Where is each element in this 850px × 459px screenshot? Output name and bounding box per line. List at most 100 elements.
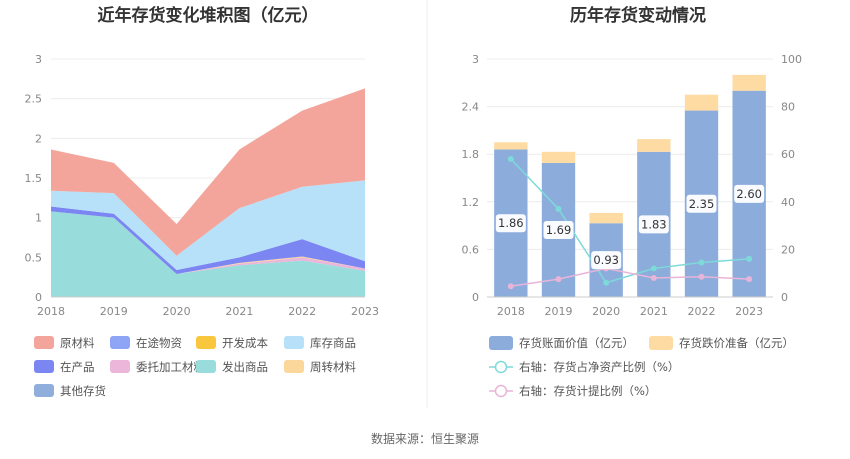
line-series	[510, 158, 750, 284]
legend-label: 在产品	[60, 360, 95, 374]
legend-label: 在途物资	[136, 336, 182, 350]
legend-label: 原材料	[60, 336, 95, 350]
legend-swatch	[489, 336, 513, 350]
y-tick-label: 1.5	[25, 172, 43, 185]
line-point	[698, 273, 705, 280]
line-point	[650, 265, 657, 272]
legend-label: 库存商品	[310, 336, 356, 350]
area-series	[51, 206, 365, 274]
legend-label: 存货跌价准备（亿元）	[679, 336, 794, 350]
legend-swatch	[34, 336, 54, 349]
legend-swatch	[196, 336, 216, 349]
bar-impairment	[637, 139, 671, 152]
bar-impairment	[589, 212, 623, 224]
right-y-tick-label: 60	[781, 148, 795, 161]
x-tick-label: 2019	[545, 305, 573, 318]
line-point	[555, 276, 562, 283]
x-tick-label: 2018	[497, 305, 525, 318]
x-tick-label: 2019	[100, 305, 128, 318]
legend-label: 其他存货	[60, 384, 106, 398]
x-tick-label: 2020	[592, 305, 620, 318]
x-tick-label: 2022	[688, 305, 716, 318]
legend-swatch	[196, 360, 216, 373]
data-label-box	[638, 215, 669, 234]
left-y-tick-label: 1.8	[462, 148, 480, 161]
data-label: 2.60	[736, 187, 762, 201]
data-label: 1.86	[498, 216, 524, 230]
legend-label: 周转材料	[310, 360, 356, 374]
left-y-tick-label: 2.4	[462, 101, 480, 114]
legend-swatch	[649, 336, 673, 350]
y-tick-label: 0	[35, 291, 42, 304]
line-point	[698, 259, 705, 266]
data-label-box	[686, 194, 717, 213]
legend-label: 右轴：存货占净资产比例（%）	[519, 360, 679, 374]
line-point	[746, 276, 753, 283]
right-y-tick-label: 40	[781, 196, 795, 209]
area-series	[51, 211, 365, 297]
area-series	[51, 211, 365, 274]
legend-label: 存货账面价值（亿元）	[519, 336, 634, 350]
left-y-tick-label: 0	[472, 291, 479, 304]
line-point	[555, 205, 562, 212]
data-label: 1.69	[546, 223, 572, 237]
right-y-tick-label: 20	[781, 243, 795, 256]
bar-line-chart: 0 0.6 1.2 1.8 2.4 3 0 20 40 60 80 100 2018 2019 2020 20…	[462, 53, 803, 318]
y-tick-label: 2	[35, 132, 42, 145]
bar-impairment	[732, 74, 766, 91]
data-label-box	[591, 251, 622, 270]
area-series	[51, 88, 365, 256]
area-series	[51, 180, 365, 271]
right-chart-title: 历年存货变动情况	[570, 5, 706, 26]
y-tick-label: 0.5	[25, 251, 43, 264]
bar-impairment	[541, 151, 576, 163]
legend-label: 发出商品	[222, 360, 268, 374]
right-y-tick-label: 80	[781, 101, 795, 114]
line-point	[507, 155, 514, 162]
left-chart-title: 近年存货变化堆积图（亿元）	[98, 5, 319, 26]
legend-label: 开发成本	[222, 336, 268, 350]
data-label-box	[734, 184, 765, 203]
y-tick-label: 3	[35, 53, 42, 66]
line-point	[507, 283, 514, 290]
y-tick-label: 1	[35, 212, 42, 225]
line-point	[603, 279, 610, 286]
data-source: 数据来源：恒生聚源	[371, 431, 479, 446]
left-y-tick-label: 1.2	[462, 196, 480, 209]
stacked-area-chart: 0 0.5 1 1.5 2 2.5 3 2018 2019 2020 2021 2022 2023	[25, 53, 380, 318]
legend-swatch	[110, 360, 130, 373]
data-label: 2.35	[689, 197, 715, 211]
right-y-tick-label: 0	[781, 291, 788, 304]
legend-swatch	[34, 360, 54, 373]
x-tick-label: 2021	[225, 305, 253, 318]
left-y-tick-label: 3	[472, 53, 479, 66]
y-tick-label: 2.5	[25, 93, 43, 106]
legend-marker	[494, 360, 508, 374]
line-point	[650, 274, 657, 281]
data-label-box	[543, 220, 574, 239]
data-label: 0.93	[593, 253, 619, 267]
line-point	[746, 255, 753, 262]
legend-swatch	[284, 360, 304, 373]
legend-swatch	[284, 336, 304, 349]
data-label: 1.83	[641, 217, 667, 231]
bar-impairment	[684, 94, 719, 111]
bar-impairment	[494, 142, 528, 150]
legend-swatch	[34, 384, 54, 397]
x-tick-label: 2021	[640, 305, 668, 318]
legend-label: 右轴：存货计提比例（%）	[519, 384, 656, 398]
x-tick-label: 2023	[351, 305, 379, 318]
legend-swatch	[110, 336, 130, 349]
x-tick-label: 2018	[37, 305, 65, 318]
data-label-box	[495, 214, 526, 233]
legend-marker	[494, 384, 508, 398]
line-series	[510, 267, 750, 288]
x-tick-label: 2020	[163, 305, 191, 318]
right-legend: 存货账面价值（亿元） 存货跌价准备（亿元）右轴：存货占净资产比例（%） 右轴：存货计…	[489, 336, 794, 398]
x-tick-label: 2022	[288, 305, 316, 318]
left-y-tick-label: 0.6	[462, 243, 480, 256]
x-tick-label: 2023	[735, 305, 763, 318]
legend-label: 委托加工材料	[136, 360, 205, 374]
